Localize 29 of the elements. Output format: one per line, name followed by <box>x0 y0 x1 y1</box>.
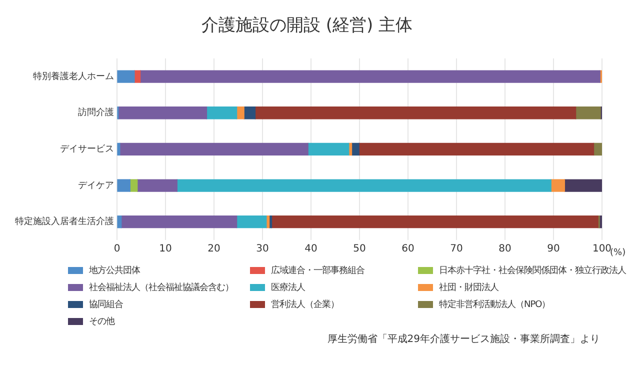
x-tick-label: 80 <box>498 244 512 255</box>
legend-label: 社団・財団法人 <box>439 282 498 294</box>
x-tick-label: 20 <box>208 244 220 255</box>
x-tick-label: 50 <box>353 244 366 255</box>
y-tick-label: 特定施設入居者生活介護 <box>15 216 114 228</box>
y-tick-label: デイサービス <box>60 144 114 155</box>
legend-label: 協同組合 <box>89 298 123 311</box>
y-tick-label: デイケア <box>78 180 114 191</box>
legend-label: 広域連合・一部事務組合 <box>271 264 364 277</box>
x-tick-label: 70 <box>450 244 463 255</box>
legend-label: 営利法人（企業） <box>271 298 339 311</box>
legend-label: 日本赤十字社・社会保険関係団体・独立行政法人 <box>439 264 626 277</box>
text: 厚生労働省「平成29年介護サービス施設・事業所調査」より <box>326 332 600 346</box>
x-tick-label: 30 <box>256 244 269 255</box>
x-tick-label: 60 <box>402 244 414 255</box>
y-tick-label: 訪問介護 <box>78 107 114 118</box>
chart-title: 介護施設の開設 (経営) 主体 <box>201 16 413 36</box>
legend-label: その他 <box>89 316 114 328</box>
legend-label: 社会福祉法人（社会福祉協議会含む） <box>89 282 234 294</box>
x-tick-label: 90 <box>547 244 560 255</box>
y-tick-label: 特別養護老人ホーム <box>33 70 114 82</box>
x-tick-label: 0 <box>114 244 120 255</box>
x-tick-label: 10 <box>159 244 172 255</box>
x-tick-label: 100 <box>592 244 612 255</box>
x-axis-title: (%) <box>610 248 626 258</box>
legend-label: 医療法人 <box>271 282 305 294</box>
x-tick-label: 40 <box>304 244 318 255</box>
legend-label: 特定非営利活動法人（NPO） <box>439 298 550 311</box>
legend-label: 地方公共団体 <box>89 264 140 277</box>
